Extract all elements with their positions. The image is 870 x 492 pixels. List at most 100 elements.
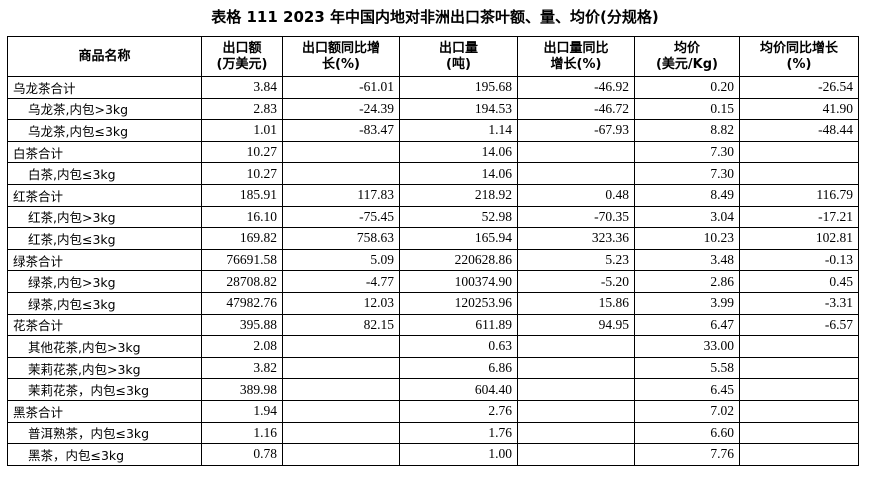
table-row: 红茶,内包>3kg 16.10 -75.45 52.98 -70.35 3.04 -17.2…	[7, 205, 859, 229]
data-cell: 5.23	[517, 248, 635, 272]
data-cell: 41.90	[739, 97, 859, 121]
table-body: 乌龙茶合计 3.84 -61.01 195.68 -46.92 0.20 -26.54 乌龙茶…	[7, 76, 859, 466]
row-name: 绿茶合计	[7, 248, 202, 272]
header-cell: 出口额同比增 长(%)	[282, 36, 400, 77]
data-cell	[739, 335, 859, 358]
data-cell: 0.20	[634, 76, 740, 99]
table-row: 花茶合计 395.88 82.15 611.89 94.95 6.47 -6.57	[7, 313, 859, 337]
data-cell	[517, 399, 635, 423]
row-name: 黑茶合计	[7, 399, 202, 423]
data-cell: 33.00	[634, 335, 740, 358]
table-row: 黑茶，内包≤3kg 0.78 1.00 7.76	[7, 443, 859, 466]
header-text: 出口量	[438, 40, 478, 56]
data-cell: 8.49	[634, 183, 740, 207]
data-cell	[517, 378, 635, 401]
data-cell: 7.30	[634, 162, 740, 185]
data-cell: 2.08	[201, 335, 283, 358]
data-cell: 14.06	[399, 162, 518, 185]
header-text: 均价	[673, 40, 700, 56]
data-cell: 2.86	[634, 270, 740, 293]
data-cell	[517, 162, 635, 185]
row-name: 花茶合计	[7, 313, 202, 337]
data-cell: 194.53	[399, 97, 518, 121]
data-cell: 3.84	[201, 76, 283, 99]
data-cell	[739, 140, 859, 164]
data-cell: 16.10	[201, 205, 283, 229]
header-text: (%)	[786, 56, 812, 72]
data-cell: 185.91	[201, 183, 283, 207]
data-cell: 0.15	[634, 97, 740, 121]
data-cell: 3.04	[634, 205, 740, 229]
table-title: 表格 111 2023 年中国内地对非洲出口茶叶额、量、均价(分规格)	[211, 8, 659, 26]
data-cell	[517, 421, 635, 445]
data-cell: 15.86	[517, 291, 635, 315]
data-cell: -5.20	[517, 270, 635, 293]
data-cell: 220628.86	[399, 248, 518, 272]
table-row: 绿茶,内包≤3kg 47982.76 12.03 120253.96 15.86 3.99…	[7, 291, 859, 315]
table-row: 乌龙茶合计 3.84 -61.01 195.68 -46.92 0.20 -26.54	[7, 76, 859, 99]
data-cell: 395.88	[201, 313, 283, 337]
data-cell: 12.03	[282, 291, 400, 315]
data-cell: 389.98	[201, 378, 283, 401]
data-cell: 3.99	[634, 291, 740, 315]
data-cell: 117.83	[282, 183, 400, 207]
row-name: 红茶,内包>3kg	[7, 205, 202, 229]
data-cell: 2.83	[201, 97, 283, 121]
data-cell: -48.44	[739, 119, 859, 142]
data-cell	[517, 335, 635, 358]
data-cell: -83.47	[282, 119, 400, 142]
table-row: 红茶,内包≤3kg 169.82 758.63 165.94 323.36 10.23 10…	[7, 227, 859, 250]
data-cell: 0.45	[739, 270, 859, 293]
header-cell: 出口量同比 增长(%)	[517, 36, 635, 77]
row-name: 绿茶,内包≤3kg	[7, 291, 202, 315]
data-cell: 218.92	[399, 183, 518, 207]
data-cell	[282, 162, 400, 185]
table-row: 乌龙茶,内包>3kg 2.83 -24.39 194.53 -46.72 0.15 41.9…	[7, 97, 859, 121]
data-cell: 1.01	[201, 119, 283, 142]
data-cell: -61.01	[282, 76, 400, 99]
table-row: 茉莉花茶,内包>3kg 3.82 6.86 5.58	[7, 356, 859, 380]
data-cell: 323.36	[517, 227, 635, 250]
data-cell: 100374.90	[399, 270, 518, 293]
data-cell: 1.00	[399, 443, 518, 466]
header-cell: 商品名称	[7, 36, 202, 77]
header-text: 商品名称	[78, 48, 131, 64]
header-text: 长(%)	[322, 56, 360, 72]
data-cell: 82.15	[282, 313, 400, 337]
data-cell: 52.98	[399, 205, 518, 229]
data-cell	[282, 378, 400, 401]
data-cell: 165.94	[399, 227, 518, 250]
table-row: 红茶合计 185.91 117.83 218.92 0.48 8.49 116.79	[7, 183, 859, 207]
data-cell: 102.81	[739, 227, 859, 250]
row-name: 乌龙茶,内包>3kg	[7, 97, 202, 121]
data-cell: 7.02	[634, 399, 740, 423]
table-row: 其他花茶,内包>3kg 2.08 0.63 33.00	[7, 335, 859, 358]
header-text: 均价同比增长	[759, 40, 838, 56]
data-cell	[282, 356, 400, 380]
data-cell: -70.35	[517, 205, 635, 229]
data-cell: 5.09	[282, 248, 400, 272]
data-cell: 10.23	[634, 227, 740, 250]
data-cell: 6.60	[634, 421, 740, 445]
data-cell: 2.76	[399, 399, 518, 423]
data-cell	[739, 162, 859, 185]
table-row: 绿茶,内包>3kg 28708.82 -4.77 100374.90 -5.20 2.86…	[7, 270, 859, 293]
data-cell: 611.89	[399, 313, 518, 337]
data-cell: 7.30	[634, 140, 740, 164]
table-row: 茉莉花茶，内包≤3kg 389.98 604.40 6.45	[7, 378, 859, 401]
data-cell	[739, 399, 859, 423]
data-cell: 3.48	[634, 248, 740, 272]
data-cell: -24.39	[282, 97, 400, 121]
row-name: 乌龙茶合计	[7, 76, 202, 99]
header-text: 出口量同比	[543, 40, 609, 56]
data-cell	[739, 421, 859, 445]
data-cell: 1.14	[399, 119, 518, 142]
row-name: 茉莉花茶,内包>3kg	[7, 356, 202, 380]
data-cell: 3.82	[201, 356, 283, 380]
table-head: 商品名称 出口额 (万美元) 出口额同比增 长(%) 出口量 (吨) 出口量同比 增长(%) 均价…	[7, 36, 859, 77]
data-cell: 0.48	[517, 183, 635, 207]
data-cell: 5.58	[634, 356, 740, 380]
data-cell: 604.40	[399, 378, 518, 401]
data-cell: -46.92	[517, 76, 635, 99]
